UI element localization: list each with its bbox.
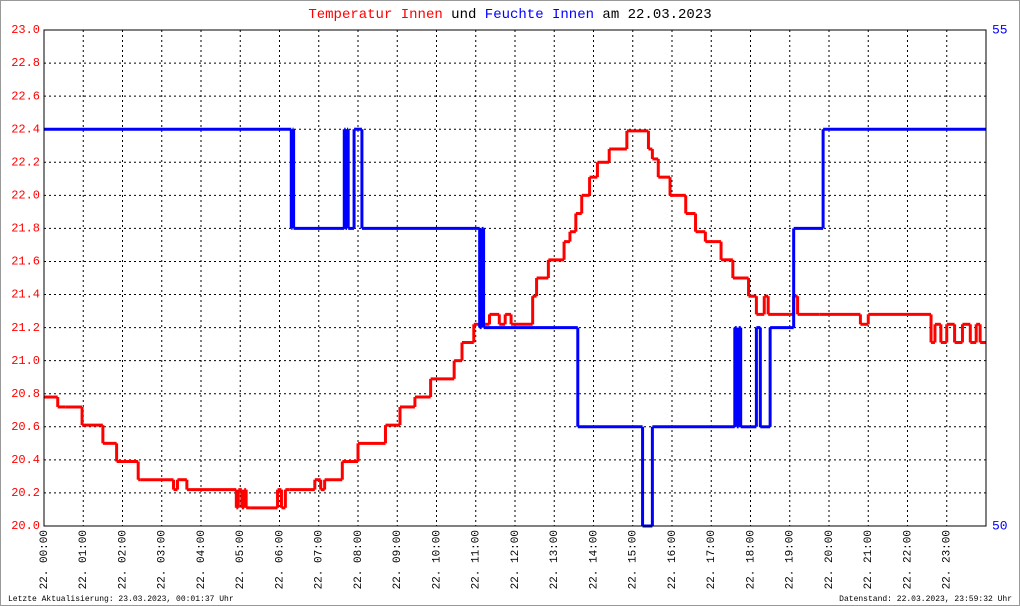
y-tick-label: 21.4 — [11, 288, 40, 302]
y-tick-label: 20.6 — [11, 420, 40, 434]
chart-title: Temperatur Innen und Feuchte Innen am 22… — [308, 7, 711, 23]
y-tick-label: 23.0 — [11, 23, 40, 37]
y2-tick-label: 50 — [992, 518, 1008, 533]
x-tick-label: 22. 07:00 — [314, 530, 326, 589]
y-tick-label: 20.0 — [11, 519, 40, 533]
footer-right: Datenstand: 22.03.2023, 23:59:32 Uhr — [839, 595, 1012, 604]
y-tick-label: 20.2 — [11, 486, 40, 500]
x-tick-label: 22. 20:00 — [824, 530, 836, 589]
x-tick-label: 22. 16:00 — [667, 530, 679, 589]
plot-border — [43, 29, 987, 527]
y-tick-label: 21.8 — [11, 222, 40, 236]
x-tick-label: 22. 12:00 — [510, 530, 522, 589]
y-tick-label: 21.2 — [11, 321, 40, 335]
x-tick-label: 22. 06:00 — [274, 530, 286, 589]
x-tick-label: 22. 01:00 — [78, 530, 90, 589]
x-tick-label: 22. 17:00 — [706, 530, 718, 589]
y-tick-label: 20.4 — [11, 453, 40, 467]
x-tick-label: 22. 21:00 — [863, 530, 875, 589]
x-tick-label: 22. 04:00 — [196, 530, 208, 589]
x-tick-label: 22. 02:00 — [117, 530, 129, 589]
title-connector: und — [451, 7, 476, 23]
x-tick-label: 22. 23:00 — [942, 530, 954, 589]
y-tick-label: 20.8 — [11, 387, 40, 401]
plot: 20.0 20.2 20.4 20.6 20.8 21.0 21.2 21.4 21.6 21.8… — [11, 22, 1007, 589]
x-tick-label: 22. 22:00 — [902, 530, 914, 589]
footer-left: Letzte Aktualisierung: 23.03.2023, 00:01… — [8, 595, 234, 604]
y-tick-label: 22.2 — [11, 155, 40, 169]
y2-tick-label: 55 — [992, 22, 1008, 37]
x-tick-label: 22. 09:00 — [392, 530, 404, 589]
x-tick-label: 22. 10:00 — [431, 530, 443, 589]
title-suffix: am 22.03.2023 — [602, 7, 711, 23]
x-tick-label: 22. 13:00 — [549, 530, 561, 589]
y-tick-label: 21.0 — [11, 354, 40, 368]
x-tick-label: 22. 05:00 — [235, 530, 247, 589]
y-tick-label: 22.8 — [11, 56, 40, 70]
x-tick-label: 22. 08:00 — [353, 530, 365, 589]
x-tick-label: 22. 19:00 — [785, 530, 797, 589]
title-series-2: Feuchte Innen — [485, 7, 594, 23]
y-tick-label: 22.0 — [11, 189, 40, 203]
x-tick-label: 22. 15:00 — [628, 530, 640, 589]
y-tick-label: 22.6 — [11, 89, 40, 103]
x-tick-label: 22. 18:00 — [745, 530, 757, 589]
x-tick-label: 22. 14:00 — [588, 530, 600, 589]
x-tick-label: 22. 11:00 — [471, 530, 483, 589]
y-tick-label: 21.6 — [11, 255, 40, 269]
x-tick-label: 22. 03:00 — [157, 530, 169, 589]
title-series-1: Temperatur Innen — [308, 7, 442, 23]
x-tick-label: 22. 00:00 — [39, 530, 51, 589]
y-tick-label: 22.4 — [11, 122, 40, 136]
